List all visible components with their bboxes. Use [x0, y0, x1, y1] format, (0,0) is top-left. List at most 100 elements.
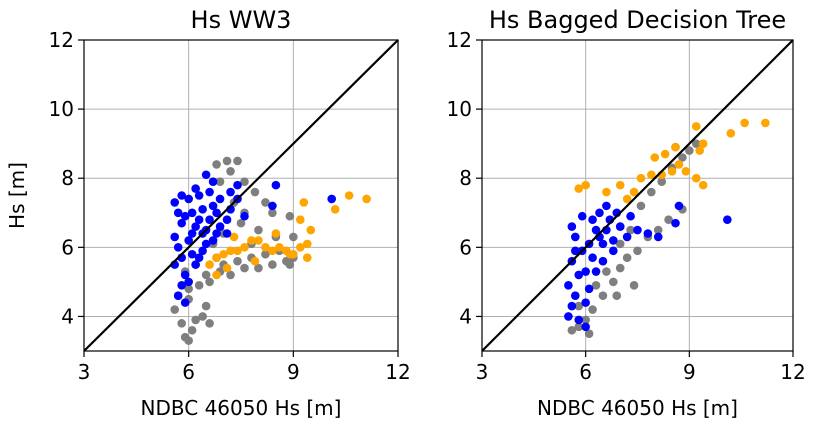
y-tick-label: 10	[49, 97, 74, 121]
x-tick-label: 3	[476, 360, 489, 384]
y-tick-label: 8	[459, 166, 472, 190]
data-point	[212, 160, 221, 169]
data-point	[671, 218, 680, 228]
data-point	[212, 270, 221, 280]
data-point	[205, 277, 214, 287]
data-point	[564, 281, 573, 290]
reference-line-y-equals-x	[481, 39, 794, 352]
data-point	[574, 184, 584, 193]
data-point	[271, 180, 281, 190]
data-point	[215, 177, 225, 186]
data-point	[567, 301, 577, 311]
data-point	[240, 263, 249, 273]
data-point	[681, 167, 691, 176]
data-point	[581, 267, 590, 276]
data-point	[726, 129, 736, 138]
x-tick-label: 6	[182, 360, 195, 384]
data-point	[633, 225, 642, 235]
data-point	[205, 215, 214, 224]
points-layer	[564, 118, 770, 339]
data-point	[609, 246, 618, 256]
data-point	[761, 118, 770, 128]
data-point	[671, 142, 680, 152]
data-point	[571, 246, 580, 256]
data-point	[647, 170, 656, 180]
data-point	[191, 315, 200, 325]
x-tick-label: 3	[78, 360, 91, 384]
data-point	[201, 270, 211, 280]
data-point	[184, 194, 193, 204]
data-point	[302, 239, 312, 249]
data-point	[212, 208, 221, 218]
data-point	[240, 177, 249, 186]
data-point	[180, 270, 190, 280]
data-point	[622, 253, 632, 262]
data-point	[674, 201, 684, 211]
data-point	[564, 312, 573, 321]
data-point	[177, 191, 186, 200]
y-tick-label: 6	[459, 235, 472, 259]
data-point	[567, 325, 577, 335]
data-point	[691, 122, 701, 131]
data-point	[574, 322, 584, 332]
data-point	[177, 281, 186, 290]
data-point	[219, 249, 228, 259]
data-point	[591, 281, 601, 290]
data-point	[240, 211, 249, 221]
data-point	[208, 236, 218, 245]
data-point	[636, 173, 646, 183]
y-tick-label: 4	[61, 304, 74, 328]
data-point	[615, 263, 625, 273]
data-point	[187, 208, 197, 218]
data-point	[205, 319, 214, 328]
data-point	[691, 173, 701, 183]
data-point	[191, 184, 200, 193]
data-point	[622, 194, 632, 204]
data-point	[177, 319, 186, 328]
chart-title: Hs WW3	[191, 6, 292, 34]
data-point	[240, 243, 249, 252]
data-point	[201, 170, 211, 180]
data-point	[653, 225, 663, 235]
data-point	[698, 139, 708, 148]
data-point	[194, 215, 204, 224]
plot-frame	[481, 39, 794, 352]
data-point	[170, 305, 180, 314]
data-point	[173, 291, 183, 301]
plot-frame	[83, 39, 399, 352]
y-axis-label: Hs [m]	[5, 162, 29, 229]
data-point	[626, 225, 635, 235]
data-point	[581, 298, 590, 307]
data-point	[643, 229, 653, 238]
data-point	[698, 180, 708, 190]
data-point	[664, 215, 673, 224]
data-point	[254, 225, 263, 235]
data-point	[695, 146, 704, 155]
data-point	[629, 281, 639, 290]
data-point	[208, 201, 218, 211]
data-point	[170, 232, 180, 242]
y-tick-label: 10	[447, 97, 472, 121]
data-point	[180, 298, 190, 307]
data-point	[685, 146, 694, 155]
data-point	[275, 243, 284, 252]
data-point	[250, 187, 260, 197]
data-point	[254, 236, 263, 245]
data-point	[602, 201, 611, 211]
data-point	[327, 194, 337, 204]
data-point	[187, 249, 197, 259]
data-point	[626, 211, 635, 221]
x-tick-label: 9	[683, 360, 696, 384]
y-tick-label: 8	[61, 166, 74, 190]
data-point	[650, 153, 660, 162]
data-point	[588, 305, 597, 314]
data-point	[226, 167, 235, 176]
data-point	[233, 256, 242, 266]
data-point	[170, 198, 180, 207]
data-point	[226, 246, 235, 256]
data-point	[201, 301, 211, 311]
data-point	[571, 291, 580, 301]
data-point	[299, 198, 309, 207]
x-axis-label: NDBC 46050 Hs [m]	[141, 396, 342, 420]
data-point	[296, 243, 305, 252]
